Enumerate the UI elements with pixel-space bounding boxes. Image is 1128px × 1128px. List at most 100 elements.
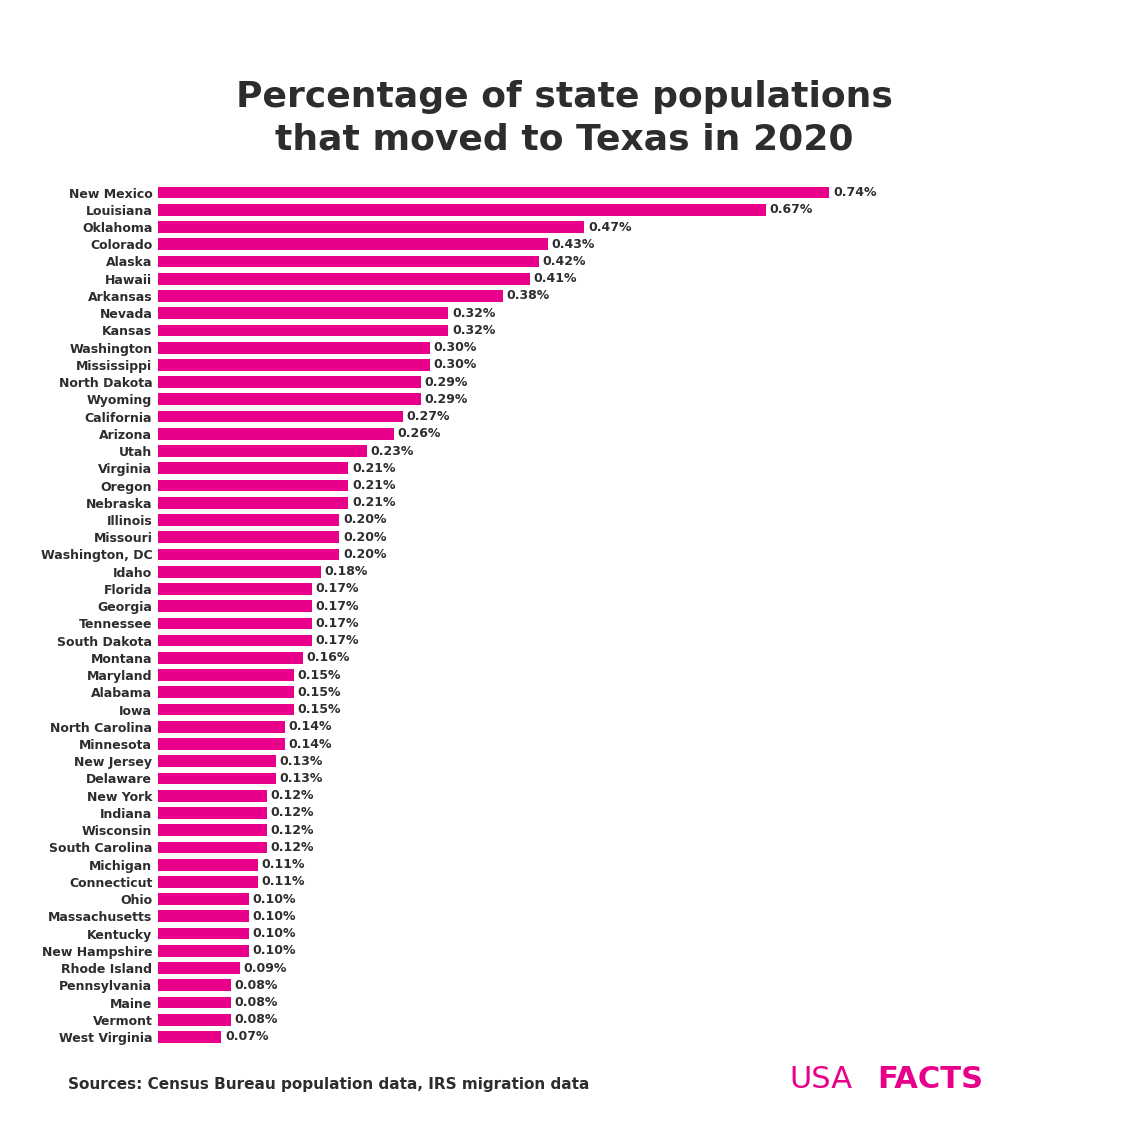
Bar	[158, 997, 230, 1008]
Bar	[158, 204, 766, 215]
Bar	[158, 910, 248, 923]
Text: 0.67%: 0.67%	[769, 203, 813, 217]
Text: 0.32%: 0.32%	[452, 324, 495, 337]
Bar	[158, 394, 421, 405]
Text: 0.20%: 0.20%	[343, 548, 387, 561]
Bar	[158, 342, 430, 353]
Bar	[158, 411, 403, 423]
Bar	[158, 187, 829, 199]
Bar	[158, 841, 267, 853]
Bar	[158, 687, 294, 698]
Bar	[158, 893, 248, 905]
Text: 0.29%: 0.29%	[424, 376, 468, 389]
Bar	[158, 773, 276, 784]
Text: 0.29%: 0.29%	[424, 393, 468, 406]
Text: 0.10%: 0.10%	[253, 892, 296, 906]
Text: 0.11%: 0.11%	[262, 858, 305, 871]
Text: FACTS: FACTS	[878, 1065, 984, 1094]
Bar	[158, 548, 340, 561]
Bar	[158, 635, 312, 646]
Bar	[158, 566, 321, 578]
Text: 0.17%: 0.17%	[316, 634, 360, 647]
Text: 0.14%: 0.14%	[289, 738, 332, 750]
Bar	[158, 307, 448, 319]
Bar	[158, 600, 312, 613]
Text: 0.10%: 0.10%	[253, 944, 296, 958]
Text: 0.42%: 0.42%	[543, 255, 587, 268]
Text: 0.32%: 0.32%	[452, 307, 495, 319]
Text: 0.43%: 0.43%	[552, 238, 596, 250]
Bar	[158, 531, 340, 543]
Bar	[158, 704, 294, 715]
Bar	[158, 962, 239, 973]
Text: 0.07%: 0.07%	[226, 1031, 268, 1043]
Text: 0.21%: 0.21%	[352, 496, 396, 509]
Text: 0.21%: 0.21%	[352, 479, 396, 492]
Bar	[158, 979, 230, 992]
Text: 0.09%: 0.09%	[244, 961, 287, 975]
Text: USA: USA	[790, 1065, 853, 1094]
Bar	[158, 1031, 221, 1042]
Bar	[158, 273, 530, 284]
Text: 0.11%: 0.11%	[262, 875, 305, 889]
Bar	[158, 927, 248, 940]
Bar	[158, 256, 539, 267]
Text: 0.10%: 0.10%	[253, 910, 296, 923]
Text: 0.47%: 0.47%	[588, 220, 632, 233]
Text: 0.12%: 0.12%	[271, 807, 314, 819]
Bar	[158, 756, 276, 767]
Text: 0.26%: 0.26%	[397, 428, 441, 440]
Bar	[158, 945, 248, 957]
Text: 0.23%: 0.23%	[370, 444, 414, 458]
Text: 0.20%: 0.20%	[343, 513, 387, 527]
Text: 0.38%: 0.38%	[506, 290, 549, 302]
Text: 0.17%: 0.17%	[316, 617, 360, 629]
Bar	[158, 790, 267, 802]
Text: 0.17%: 0.17%	[316, 582, 360, 596]
Bar	[158, 583, 312, 594]
Bar	[158, 238, 548, 250]
Bar	[158, 876, 257, 888]
Bar	[158, 359, 430, 371]
Bar	[158, 808, 267, 819]
Text: 0.13%: 0.13%	[280, 755, 323, 768]
Text: 0.10%: 0.10%	[253, 927, 296, 940]
Bar	[158, 514, 340, 526]
Text: 0.14%: 0.14%	[289, 721, 332, 733]
Text: 0.17%: 0.17%	[316, 600, 360, 613]
Text: 0.15%: 0.15%	[298, 686, 341, 699]
Bar	[158, 496, 349, 509]
Text: 0.20%: 0.20%	[343, 530, 387, 544]
Text: 0.08%: 0.08%	[235, 1013, 277, 1026]
Bar	[158, 462, 349, 474]
Bar	[158, 446, 367, 457]
Text: 0.18%: 0.18%	[325, 565, 368, 579]
Bar	[158, 669, 294, 681]
Bar	[158, 428, 394, 440]
Text: 0.15%: 0.15%	[298, 669, 341, 681]
Text: 0.16%: 0.16%	[307, 651, 350, 664]
Bar	[158, 479, 349, 492]
Text: 0.15%: 0.15%	[298, 703, 341, 716]
Bar	[158, 738, 285, 750]
Text: 0.41%: 0.41%	[534, 272, 578, 285]
Bar	[158, 721, 285, 733]
Text: 0.30%: 0.30%	[434, 359, 477, 371]
Bar	[158, 290, 503, 302]
Text: 0.08%: 0.08%	[235, 979, 277, 992]
Text: 0.08%: 0.08%	[235, 996, 277, 1010]
Bar	[158, 825, 267, 836]
Text: Percentage of state populations
that moved to Texas in 2020: Percentage of state populations that mov…	[236, 80, 892, 157]
Bar	[158, 377, 421, 388]
Bar	[158, 858, 257, 871]
Bar	[158, 221, 584, 232]
Text: 0.21%: 0.21%	[352, 461, 396, 475]
Text: 0.27%: 0.27%	[406, 411, 450, 423]
Text: 0.74%: 0.74%	[832, 186, 876, 199]
Text: 0.12%: 0.12%	[271, 790, 314, 802]
Bar	[158, 325, 448, 336]
Bar	[158, 1014, 230, 1025]
Text: 0.12%: 0.12%	[271, 840, 314, 854]
Bar	[158, 617, 312, 629]
Text: Sources: Census Bureau population data, IRS migration data: Sources: Census Bureau population data, …	[68, 1077, 589, 1092]
